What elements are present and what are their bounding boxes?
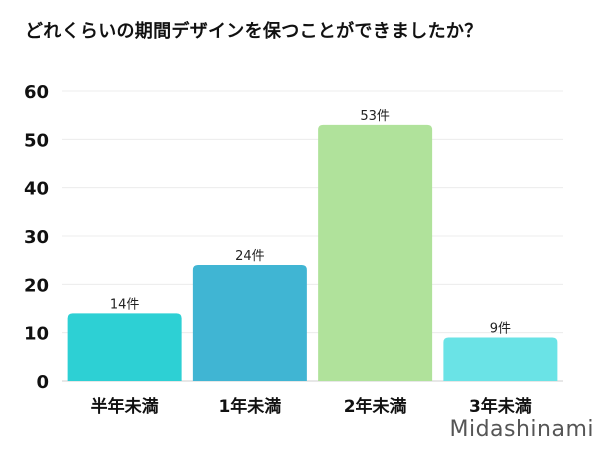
bar (318, 124, 433, 381)
x-tick-label: 半年未満 (91, 396, 159, 417)
y-tick-label: 30 (24, 227, 49, 248)
bar (192, 265, 307, 381)
x-tick-label: 3年未満 (469, 396, 532, 417)
bar (67, 313, 182, 381)
x-tick-label: 2年未満 (344, 396, 407, 417)
bar (443, 337, 558, 381)
y-tick-label: 20 (24, 275, 49, 296)
watermark: Midashinami (449, 417, 594, 442)
y-tick-label: 40 (24, 179, 49, 200)
x-tick-label: 1年未満 (218, 396, 281, 417)
data-label: 14件 (110, 297, 140, 312)
data-label: 24件 (235, 249, 265, 264)
y-tick-label: 10 (24, 324, 49, 345)
data-label: 9件 (490, 322, 511, 337)
data-label: 53件 (360, 109, 390, 124)
y-tick-label: 0 (36, 372, 49, 393)
y-tick-label: 60 (24, 82, 49, 103)
y-tick-label: 50 (24, 130, 49, 151)
chart-title: どれくらいの期間デザインを保つことができましたか？ (25, 21, 483, 42)
